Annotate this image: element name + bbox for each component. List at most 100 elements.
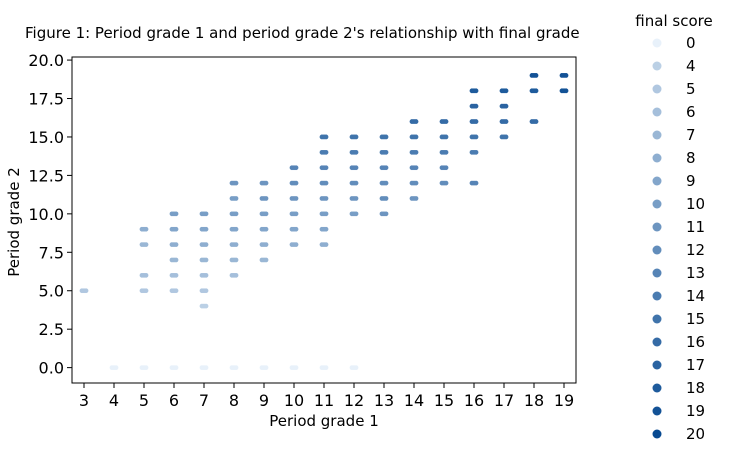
legend-marker — [652, 314, 662, 324]
data-point — [143, 226, 149, 232]
x-tick-label: 4 — [109, 391, 119, 410]
x-tick-label: 8 — [229, 391, 239, 410]
points-layer — [79, 73, 569, 371]
y-tick-label: 15.0 — [28, 128, 64, 147]
data-point — [413, 134, 419, 140]
data-point — [323, 226, 329, 232]
data-point — [383, 180, 389, 186]
data-point — [293, 196, 299, 201]
data-point — [443, 134, 449, 140]
data-point — [383, 149, 389, 155]
data-point — [503, 134, 509, 140]
legend-entry-label: 20 — [686, 425, 705, 443]
legend-entry-label: 12 — [686, 241, 705, 259]
data-point — [293, 165, 299, 171]
data-point — [473, 180, 479, 186]
x-tick-label: 18 — [524, 391, 544, 410]
x-tick-label: 6 — [169, 391, 179, 410]
data-point — [413, 119, 419, 124]
x-tick-label: 17 — [494, 391, 514, 410]
y-tick-label: 5.0 — [39, 282, 64, 301]
data-point — [143, 242, 149, 248]
legend-entry-label: 8 — [686, 149, 696, 167]
data-point — [323, 242, 329, 248]
legend-marker — [652, 130, 662, 140]
legend-entry-label: 10 — [686, 195, 705, 213]
data-point — [233, 257, 239, 263]
data-point — [203, 272, 209, 278]
data-point — [563, 88, 569, 94]
x-tick-label: 15 — [434, 391, 454, 410]
data-point — [293, 226, 299, 232]
data-point — [353, 365, 359, 371]
data-point — [203, 288, 209, 294]
legend-entry-label: 6 — [686, 103, 696, 121]
y-tick-label: 10.0 — [28, 205, 64, 224]
legend-marker — [652, 268, 662, 278]
legend-marker — [652, 84, 662, 94]
data-point — [113, 365, 119, 371]
data-point — [233, 196, 239, 201]
data-point — [383, 165, 389, 171]
data-point — [353, 180, 359, 186]
data-point — [173, 365, 179, 371]
data-point — [353, 134, 359, 140]
data-point — [353, 149, 359, 155]
data-point — [173, 272, 179, 278]
legend-marker — [652, 176, 662, 186]
data-point — [353, 165, 359, 171]
data-point — [173, 288, 179, 294]
data-point — [203, 226, 209, 232]
data-point — [233, 226, 239, 232]
x-tick-label: 16 — [464, 391, 484, 410]
data-point — [383, 134, 389, 140]
x-axis: 3 4 5 6 7 8 9 10 11 12 13 14 15 16 17 18 19 — [79, 383, 574, 410]
data-point — [323, 196, 329, 201]
data-point — [503, 103, 509, 109]
data-point — [383, 196, 389, 201]
x-tick-label: 14 — [404, 391, 424, 410]
data-point — [233, 365, 239, 371]
y-axis: 0.0 2.5 5.0 7.5 10.0 12.5 15.0 17.5 20.0 — [28, 51, 72, 378]
data-point — [473, 134, 479, 140]
data-point — [533, 73, 539, 78]
data-point — [443, 180, 449, 186]
legend-marker — [652, 291, 662, 301]
legend-marker — [652, 153, 662, 163]
data-point — [203, 303, 209, 309]
x-axis-label: Period grade 1 — [269, 412, 378, 430]
x-tick-label: 10 — [284, 391, 304, 410]
y-tick-label: 17.5 — [28, 90, 64, 109]
data-point — [233, 272, 239, 278]
x-tick-label: 12 — [344, 391, 364, 410]
x-tick-label: 19 — [554, 391, 574, 410]
data-point — [293, 211, 299, 217]
legend: 0 4 5 6 7 8 9 10 11 12 13 14 15 16 17 18 19 20 — [652, 34, 705, 443]
data-point — [323, 149, 329, 155]
data-point — [353, 211, 359, 217]
data-point — [443, 165, 449, 171]
data-point — [143, 365, 149, 371]
data-point — [413, 180, 419, 186]
legend-entry-label: 0 — [686, 34, 696, 52]
data-point — [323, 365, 329, 371]
data-point — [413, 165, 419, 171]
data-point — [293, 180, 299, 186]
data-point — [473, 103, 479, 109]
legend-marker — [652, 107, 662, 117]
x-tick-label: 3 — [79, 391, 89, 410]
y-tick-label: 0.0 — [39, 359, 64, 378]
data-point — [173, 257, 179, 263]
x-tick-label: 9 — [259, 391, 269, 410]
legend-entry-label: 14 — [686, 287, 705, 305]
legend-entry-label: 7 — [686, 126, 696, 144]
legend-marker — [652, 383, 662, 393]
legend-entry-label: 11 — [686, 218, 705, 236]
data-point — [533, 119, 539, 124]
y-tick-label: 7.5 — [39, 243, 64, 262]
data-point — [293, 242, 299, 248]
x-tick-label: 11 — [314, 391, 334, 410]
data-point — [413, 149, 419, 155]
data-point — [473, 88, 479, 94]
y-tick-label: 12.5 — [28, 166, 64, 185]
